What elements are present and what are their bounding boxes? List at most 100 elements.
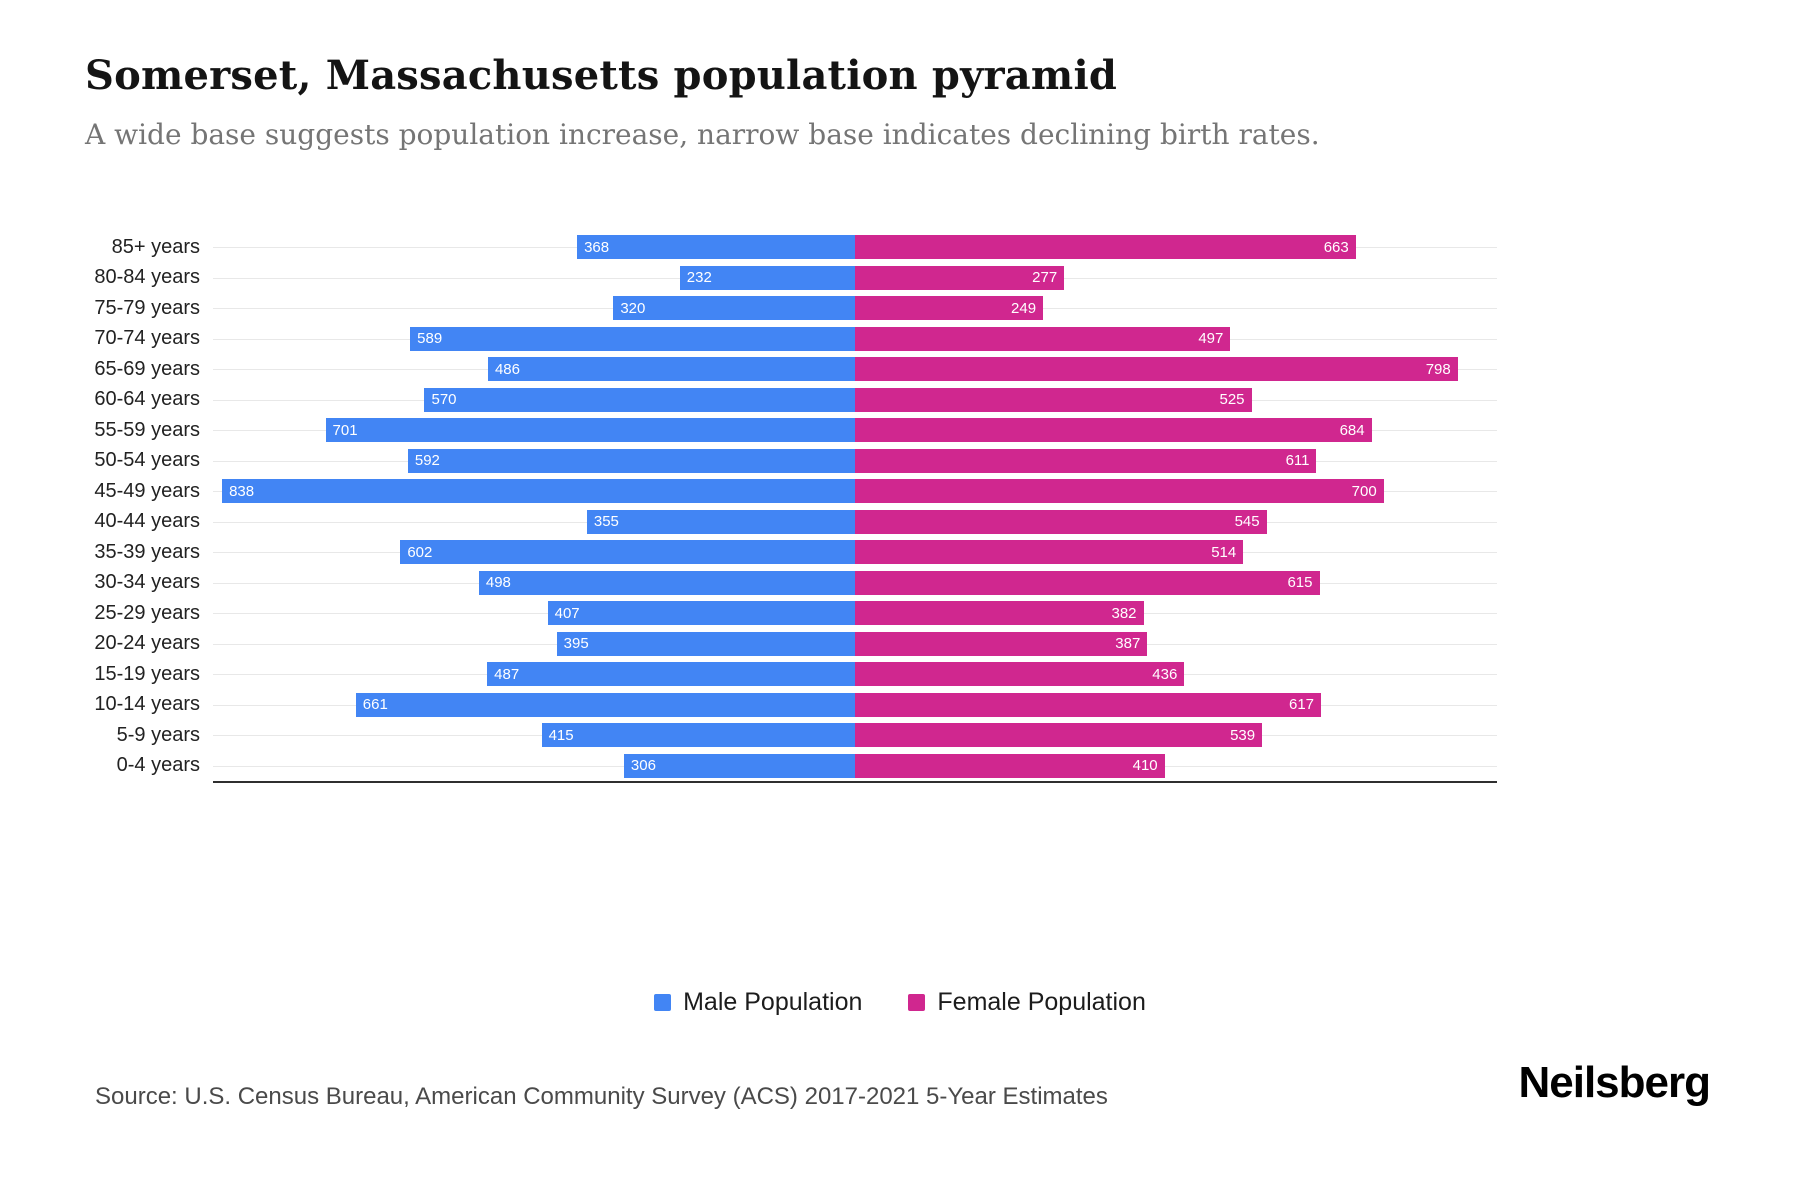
female-bar[interactable]: 539 [855,723,1263,748]
pyramid-rows: 85+ years 368 663 80-84 years 232 277 75-79 ye… [85,232,1497,781]
female-value-label: 539 [1230,726,1256,744]
male-bar[interactable]: 589 [410,326,855,351]
male-bar[interactable]: 592 [407,448,855,473]
female-bar[interactable]: 700 [855,479,1384,504]
row-plot: 407 382 [213,598,1497,629]
female-value-label: 436 [1152,665,1178,683]
male-half: 320 [213,293,855,324]
male-half: 602 [213,537,855,568]
male-bar[interactable]: 487 [487,662,855,687]
male-bar[interactable]: 701 [325,418,855,443]
legend-item-female[interactable]: Female Population [908,988,1146,1017]
female-bar[interactable]: 798 [855,357,1458,382]
female-swatch-icon [908,994,926,1011]
male-value-label: 592 [414,452,440,470]
row-plot: 592 611 [213,446,1497,477]
row-plot: 415 539 [213,720,1497,751]
row-plot: 570 525 [213,385,1497,416]
female-half: 387 [855,629,1497,660]
male-half: 498 [213,568,855,599]
pyramid-row: 65-69 years 486 798 [85,354,1497,385]
male-bar[interactable]: 570 [424,387,855,412]
age-group-label: 25-29 years [94,601,200,624]
legend: Male Population Female Population [0,988,1800,1017]
female-bar[interactable]: 617 [855,692,1322,717]
age-group-label: 40-44 years [94,510,200,533]
row-plot: 589 497 [213,324,1497,355]
female-half: 277 [855,263,1497,294]
age-group-label: 10-14 years [94,693,200,716]
male-bar[interactable]: 368 [577,235,855,260]
male-half: 570 [213,385,855,416]
male-bar[interactable]: 838 [222,479,855,504]
row-plot: 306 410 [213,751,1497,782]
pyramid-row: 50-54 years 592 611 [85,446,1497,477]
female-half: 514 [855,537,1497,568]
female-value-label: 277 [1032,269,1058,287]
male-value-label: 589 [417,330,443,348]
male-half: 486 [213,354,855,385]
female-value-label: 249 [1011,299,1037,317]
female-bar[interactable]: 514 [855,540,1244,565]
female-value-label: 387 [1115,635,1141,653]
male-bar[interactable]: 486 [487,357,855,382]
female-bar[interactable]: 497 [855,326,1231,351]
female-bar[interactable]: 410 [855,753,1165,778]
male-half: 701 [213,415,855,446]
male-bar[interactable]: 320 [613,296,855,321]
pyramid-row: 5-9 years 415 539 [85,720,1497,751]
male-value-label: 570 [431,391,457,409]
male-bar[interactable]: 407 [547,601,855,626]
female-half: 615 [855,568,1497,599]
age-group-label: 30-34 years [94,571,200,594]
male-half: 592 [213,446,855,477]
male-value-label: 661 [362,696,388,714]
female-value-label: 545 [1234,513,1260,531]
male-bar[interactable]: 498 [478,570,855,595]
female-value-label: 611 [1285,452,1310,470]
male-bar[interactable]: 306 [623,753,855,778]
female-bar[interactable]: 436 [855,662,1185,687]
female-bar[interactable]: 382 [855,601,1144,626]
female-bar[interactable]: 615 [855,570,1320,595]
female-half: 663 [855,232,1497,263]
female-bar[interactable]: 525 [855,387,1252,412]
female-bar[interactable]: 249 [855,296,1044,321]
female-value-label: 617 [1288,696,1315,714]
female-half: 700 [855,476,1497,507]
female-bar[interactable]: 277 [855,265,1065,290]
male-value-label: 407 [554,604,580,622]
female-value-label: 615 [1287,574,1313,592]
male-bar[interactable]: 395 [556,631,855,656]
male-value-label: 487 [494,665,520,683]
female-bar[interactable]: 684 [855,418,1372,443]
pyramid-row: 75-79 years 320 249 [85,293,1497,324]
male-bar[interactable]: 232 [679,265,855,290]
population-pyramid-chart: 85+ years 368 663 80-84 years 232 277 75-79 ye… [85,232,1497,783]
pyramid-row: 25-29 years 407 382 [85,598,1497,629]
legend-female-label: Female Population [937,988,1146,1016]
male-half: 355 [213,507,855,538]
brand-logo: Neilsberg [1518,1058,1711,1107]
male-value-label: 498 [485,574,511,592]
female-bar[interactable]: 545 [855,509,1267,534]
female-bar[interactable]: 663 [855,235,1356,260]
male-half: 415 [213,720,855,751]
female-half: 798 [855,354,1497,385]
male-bar[interactable]: 415 [541,723,855,748]
female-bar[interactable]: 387 [855,631,1148,656]
female-value-label: 663 [1323,238,1349,256]
male-bar[interactable]: 602 [400,540,855,565]
female-bar[interactable]: 611 [855,448,1317,473]
male-swatch-icon [654,994,672,1011]
row-plot: 486 798 [213,354,1497,385]
male-bar[interactable]: 355 [586,509,855,534]
female-value-label: 497 [1198,330,1224,348]
legend-item-male[interactable]: Male Population [654,988,862,1017]
male-bar[interactable]: 661 [355,692,855,717]
age-group-label: 80-84 years [94,266,200,289]
row-plot: 838 700 [213,476,1497,507]
male-value-label: 602 [407,543,433,561]
row-plot: 487 436 [213,659,1497,690]
row-plot: 320 249 [213,293,1497,324]
